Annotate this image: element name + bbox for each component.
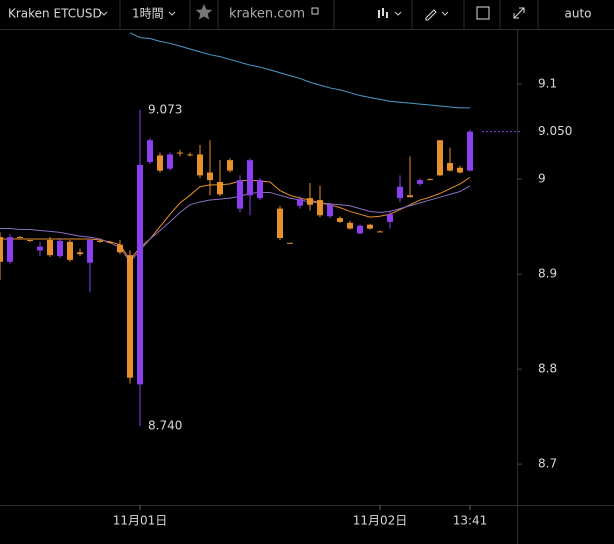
y-tick-label: 8.7 [538,457,557,471]
candle-body [97,240,103,242]
candle-body [417,180,423,184]
y-tick-label: 8.8 [538,362,557,376]
star-icon[interactable] [195,4,213,20]
candle-body [387,214,393,222]
candle-body [287,242,293,244]
y-tick-label: 9 [538,172,546,186]
candle-body [397,186,403,199]
scale-mode[interactable]: auto [564,7,591,21]
candle-body [17,237,23,239]
chart-type-icon[interactable] [378,8,388,18]
candle-body [187,154,193,156]
candle-body [47,239,53,256]
candle-body [127,255,133,378]
indicator-icon[interactable] [476,6,490,20]
toolbar: Kraken ETCUSD 1時間 kraken.com auto [0,0,614,30]
y-tick-label: 9.1 [538,77,557,91]
x-tick-label: 11月02日 [353,514,408,528]
candle-body [217,182,223,195]
candle-body [77,252,83,255]
candle-body [447,163,453,171]
chevron [100,11,108,16]
candle-body [87,239,93,263]
candle-body [357,225,363,234]
y-tick-label: 8.9 [538,267,557,281]
x-tick-label: 11月01日 [113,514,168,528]
candle-body [147,140,153,163]
candle-body [117,244,123,253]
candle-body [277,208,283,239]
candle-body [247,160,253,196]
candle-body [157,155,163,171]
candle-body [237,180,243,209]
extreme-label: 8.740 [148,419,182,433]
extreme-label: 9.073 [148,102,182,116]
chevron [394,11,402,16]
candle-body [107,241,113,243]
last-price-label: 9.050 [538,124,572,138]
candle-body [257,180,263,199]
candle-body [457,167,463,173]
candle-body [307,198,313,205]
candle-body [347,222,353,229]
candle-body [337,218,343,222]
candle-body [317,200,323,216]
candle-body [467,131,473,171]
ma-line [0,185,471,263]
site[interactable]: kraken.com [229,7,305,22]
candle-body [437,140,443,176]
copy-icon[interactable] [311,7,319,15]
candle-body [367,224,373,229]
chevron [168,11,176,16]
chevron [441,11,449,16]
candle-body [197,154,203,176]
candle-body [297,199,303,206]
ma-line [0,176,471,261]
candle-body [177,152,183,154]
candle-body [327,204,333,217]
candle-body [377,231,383,233]
candle-body [0,237,3,262]
x-tick-label: 13:41 [453,514,488,528]
candle-body [167,154,173,169]
candle-body [407,195,413,198]
candle-body [37,246,43,251]
candle-body [227,160,233,171]
candle-body [207,172,213,181]
candle-body [57,240,63,257]
candle-body [137,164,143,385]
candle-body [67,241,73,260]
symbol[interactable]: Kraken ETCUSD [8,7,102,21]
candle-body [27,239,33,241]
candle-body [427,179,433,181]
interval[interactable]: 1時間 [132,7,164,21]
draw-icon[interactable] [425,9,437,21]
fullscreen-icon[interactable] [513,7,525,19]
candle-body [7,237,13,262]
ma-line [129,32,470,109]
